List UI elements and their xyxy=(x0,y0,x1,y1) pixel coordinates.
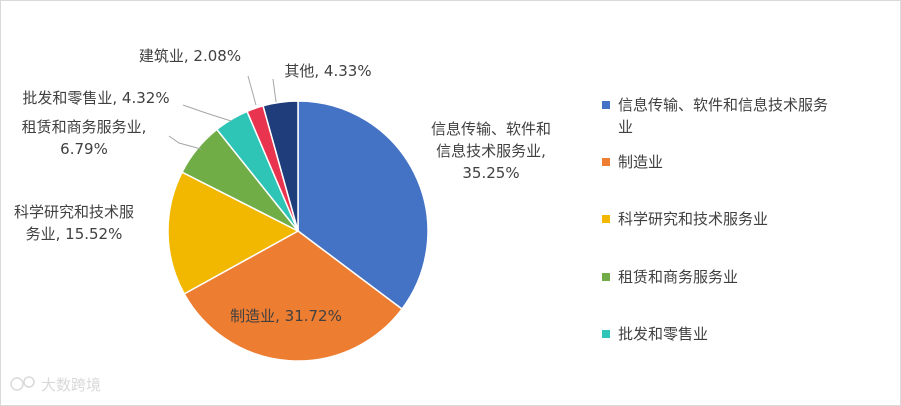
data-label-科学研究和技术服务业: 科学研究和技术服务业, 15.52% xyxy=(14,203,134,243)
pie-slice-科学研究和技术服务业 xyxy=(167,171,300,295)
leader-lines xyxy=(168,75,277,150)
pie-slice-信息传输-软件和信息技术服务业 xyxy=(297,100,429,311)
watermark: 大数跨境 xyxy=(10,376,101,394)
legend-label: 科学研究和技术服务业 xyxy=(618,210,768,228)
legend-swatch xyxy=(602,158,610,166)
legend-entry-信息传输-软件和信息技术服务业: 信息传输、软件和信息技术服务业 xyxy=(602,96,828,136)
watermark-logo-icon xyxy=(10,376,35,391)
data-labels: 信息传输、软件和信息技术服务业, 35.25% 制造业, 31.72% 科学研究和技术… xyxy=(14,47,551,325)
legend-label: 批发和零售业 xyxy=(618,325,708,343)
leader-line-其他 xyxy=(272,78,277,103)
legend-label: 租赁和商务服务业 xyxy=(618,268,738,286)
pie-slice-其他 xyxy=(262,100,299,232)
legend-label: 制造业 xyxy=(618,153,663,171)
legend-entry-租赁和商务服务业: 租赁和商务服务业 xyxy=(602,268,738,286)
legend-label: 信息传输、软件和信息技术服务业 xyxy=(618,96,828,136)
watermark-text: 大数跨境 xyxy=(41,376,101,394)
legend-swatch xyxy=(602,330,610,338)
data-label-批发和零售业: 批发和零售业, 4.32% xyxy=(22,89,169,107)
data-label-建筑业: 建筑业, 2.08% xyxy=(139,47,241,65)
data-label-信息传输-软件和信息技术服务业: 信息传输、软件和信息技术服务业, 35.25% xyxy=(431,120,551,182)
legend-swatch xyxy=(602,215,610,223)
legend-swatch xyxy=(602,101,610,109)
data-label-制造业: 制造业, 31.72% xyxy=(230,307,342,325)
data-label-租赁和商务服务业: 租赁和商务服务业, 6.79% xyxy=(22,118,147,158)
legend-entry-制造业: 制造业 xyxy=(602,153,663,171)
legend-entry-科学研究和技术服务业: 科学研究和技术服务业 xyxy=(602,210,768,228)
legend: 信息传输、软件和信息技术服务业制造业科学研究和技术服务业租赁和商务服务业批发和零… xyxy=(602,96,828,343)
legend-entry-批发和零售业: 批发和零售业 xyxy=(602,325,708,343)
pie-slice-制造业 xyxy=(183,230,404,362)
leader-line-批发和零售业 xyxy=(182,104,232,122)
legend-swatch xyxy=(602,273,610,281)
leader-line-租赁和商务服务业 xyxy=(168,135,202,150)
pie-slices xyxy=(167,100,429,362)
leader-line-建筑业 xyxy=(247,75,257,106)
data-label-其他: 其他, 4.33% xyxy=(284,62,371,80)
